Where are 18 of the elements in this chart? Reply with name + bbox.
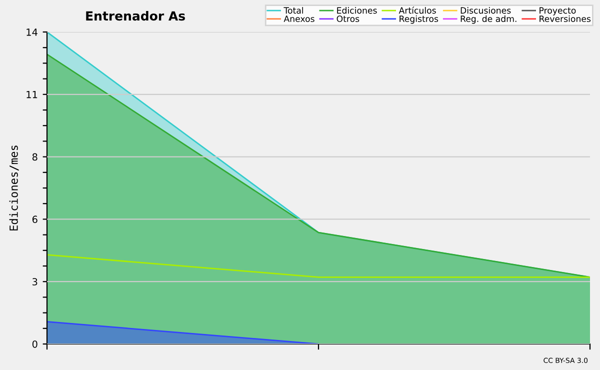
y-tick-label: 14 bbox=[26, 28, 38, 36]
y-axis-title: Ediciones/mes bbox=[9, 146, 19, 230]
legend-label: Total bbox=[284, 7, 304, 14]
legend-label: Ediciones bbox=[337, 7, 377, 14]
legend-label: Anexos bbox=[284, 16, 314, 22]
y-tick-label: 6 bbox=[32, 216, 38, 224]
legend-label: Reversiones bbox=[540, 15, 591, 22]
legend-label: Proyecto bbox=[540, 7, 576, 16]
legend-label: Otros bbox=[336, 16, 360, 22]
chart-title: Entrenador As bbox=[86, 10, 185, 21]
legend-label: Registros bbox=[400, 15, 438, 24]
y-tick-label: 11 bbox=[26, 91, 38, 98]
y-tick-label: 8 bbox=[32, 153, 38, 161]
legend-label: Discusiones bbox=[460, 7, 511, 14]
y-tick-label: 0 bbox=[32, 340, 38, 348]
legend-label: Artículos bbox=[398, 6, 436, 14]
legend-label: Reg. de adm. bbox=[460, 15, 516, 24]
y-tick-label: 3 bbox=[32, 278, 38, 286]
